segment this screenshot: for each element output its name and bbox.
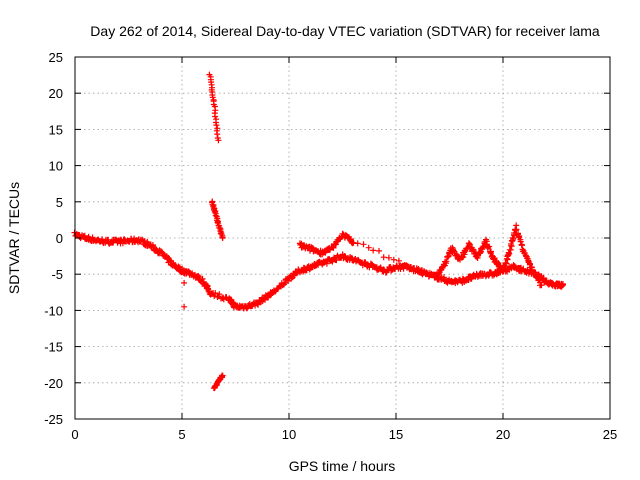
x-axis-tick-labels: 0 5 10 15 20 25 <box>71 427 617 442</box>
y-tick-label: -25 <box>44 412 63 427</box>
y-tick-label: -15 <box>44 340 63 355</box>
x-axis-title: GPS time / hours <box>289 458 396 474</box>
y-tick-label: -10 <box>44 303 63 318</box>
y-tick-label: 5 <box>56 195 63 210</box>
x-tick-label: 25 <box>603 427 617 442</box>
y-tick-label: -5 <box>51 267 63 282</box>
y-tick-label: 25 <box>49 50 63 65</box>
x-tick-label: 20 <box>496 427 510 442</box>
plus-markers <box>71 71 566 392</box>
x-tick-label: 10 <box>282 427 296 442</box>
data-points <box>71 71 566 392</box>
axis-ticks <box>74 56 611 420</box>
chart-title: Day 262 of 2014, Sidereal Day-to-day VTE… <box>90 23 600 39</box>
x-tick-label: 5 <box>178 427 185 442</box>
y-tick-label: 0 <box>56 231 63 246</box>
y-tick-label: 15 <box>49 122 63 137</box>
x-tick-label: 0 <box>71 427 78 442</box>
x-tick-label: 15 <box>389 427 403 442</box>
y-axis-tick-labels: -25 -20 -15 -10 -5 0 5 10 15 20 25 <box>44 50 63 427</box>
y-tick-label: 20 <box>49 86 63 101</box>
y-axis-title: SDTVAR / TECUs <box>6 182 22 294</box>
y-tick-label: -20 <box>44 376 63 391</box>
y-tick-label: 10 <box>49 159 63 174</box>
